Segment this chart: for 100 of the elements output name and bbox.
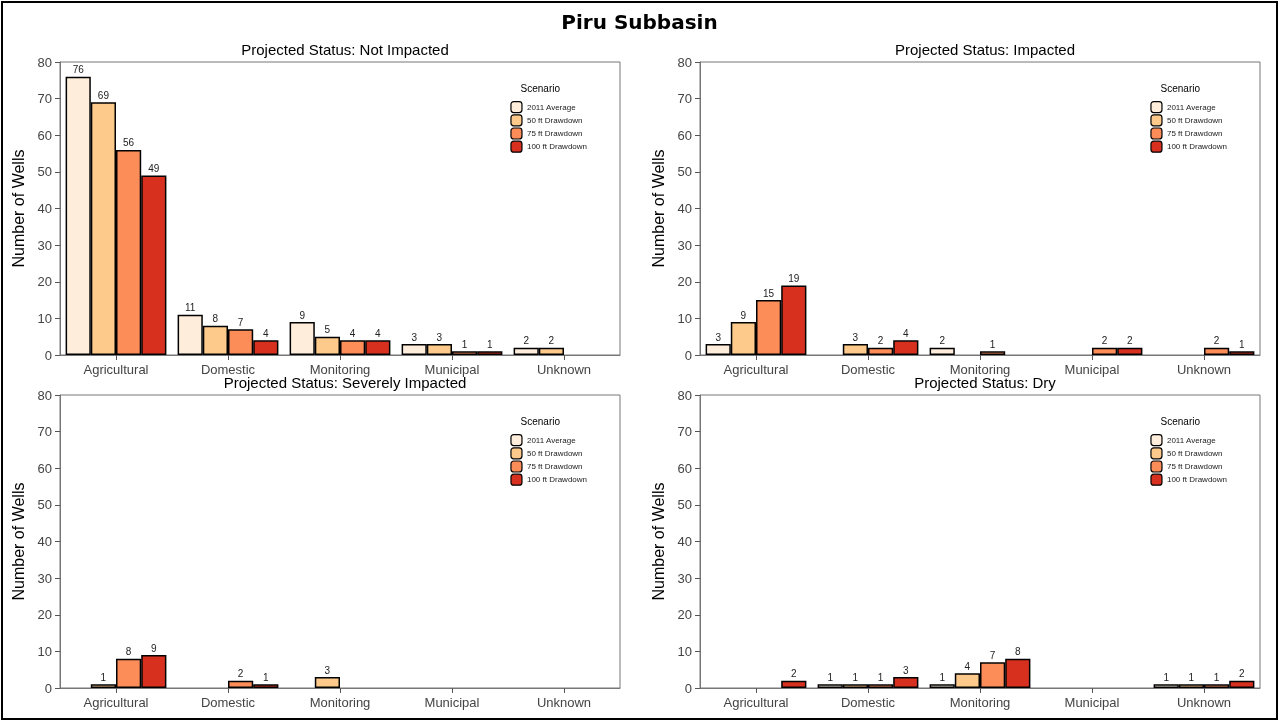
y-tick-label: 80 xyxy=(677,54,692,70)
data-label: 1 xyxy=(989,338,996,350)
data-label: 1 xyxy=(100,671,107,683)
data-label: 9 xyxy=(740,309,747,321)
x-tick-label: Monitoring xyxy=(309,362,371,377)
y-tick-label: 20 xyxy=(37,607,52,623)
data-label: 9 xyxy=(151,642,158,654)
data-label: 4 xyxy=(375,327,382,339)
data-label: 2 xyxy=(523,335,530,347)
data-label: 2 xyxy=(1127,335,1134,347)
y-axis-title: Number of Wells xyxy=(650,149,668,268)
x-tick-label: Domestic xyxy=(200,362,256,377)
data-label: 49 xyxy=(148,163,160,175)
data-label: 19 xyxy=(788,272,800,284)
data-label: 7 xyxy=(237,316,244,328)
data-label: 1 xyxy=(939,671,946,683)
y-tick-label: 10 xyxy=(37,310,52,326)
data-label: 2 xyxy=(1101,335,1108,347)
data-label: 1 xyxy=(827,671,834,683)
data-label: 1 xyxy=(263,671,270,683)
data-label: 9 xyxy=(299,309,306,321)
y-tick-label: 10 xyxy=(37,643,52,659)
legend-label: 100 ft Drawdown xyxy=(526,142,587,152)
x-tick-label: Agricultural xyxy=(83,362,149,377)
legend-title: Scenario xyxy=(520,415,561,427)
legend-title: Scenario xyxy=(520,82,561,94)
legend-title: Scenario xyxy=(1160,82,1201,94)
x-tick-label: Municipal xyxy=(1064,362,1120,377)
y-tick-label: 50 xyxy=(37,497,52,513)
y-tick-label: 70 xyxy=(677,424,692,440)
data-label: 8 xyxy=(125,646,132,658)
data-label: 3 xyxy=(436,331,443,343)
y-tick-label: 30 xyxy=(677,570,692,586)
data-label: 2 xyxy=(237,668,244,680)
data-label: 4 xyxy=(349,327,356,339)
data-label: 2 xyxy=(877,335,884,347)
data-label: 5 xyxy=(324,324,331,336)
data-label: 15 xyxy=(763,287,775,299)
x-tick-label: Unknown xyxy=(536,362,592,377)
x-tick-label: Agricultural xyxy=(723,362,789,377)
x-tick-label: Agricultural xyxy=(723,695,789,710)
data-label: 56 xyxy=(123,137,135,149)
y-tick-label: 60 xyxy=(37,460,52,476)
x-tick-label: Municipal xyxy=(424,362,480,377)
y-tick-label: 20 xyxy=(37,274,52,290)
y-tick-label: 50 xyxy=(677,497,692,513)
legend-label: 2011 Average xyxy=(1166,435,1217,445)
text: Piru Subbasin xyxy=(560,10,719,34)
legend-label: 100 ft Drawdown xyxy=(526,475,587,485)
legend-label: 50 ft Drawdown xyxy=(526,115,583,125)
data-label: 2 xyxy=(1239,668,1246,680)
data-label: 4 xyxy=(903,327,910,339)
bar xyxy=(781,680,807,688)
x-tick-label: Domestic xyxy=(840,362,896,377)
y-tick-label: 50 xyxy=(677,164,692,180)
data-label: 3 xyxy=(411,331,418,343)
data-label: 76 xyxy=(72,64,85,76)
data-label: 3 xyxy=(903,664,910,676)
chart-title: Projected Status: Impacted xyxy=(894,41,1076,58)
bar xyxy=(980,351,1006,355)
data-label: 2 xyxy=(791,668,798,680)
y-tick-label: 20 xyxy=(677,607,692,623)
x-tick-label: Unknown xyxy=(536,695,592,710)
y-tick-label: 30 xyxy=(37,237,52,253)
data-label: 4 xyxy=(263,327,270,339)
data-label: 1 xyxy=(1188,671,1195,683)
y-tick-label: 0 xyxy=(684,347,692,363)
x-tick-label: Municipal xyxy=(424,695,480,710)
y-axis-title: Number of Wells xyxy=(10,482,28,601)
data-label: 2 xyxy=(548,335,555,347)
y-tick-label: 80 xyxy=(37,387,52,403)
data-label: 1 xyxy=(877,671,884,683)
x-tick-label: Agricultural xyxy=(83,695,149,710)
y-tick-label: 60 xyxy=(677,127,692,143)
y-tick-label: 0 xyxy=(684,680,692,696)
y-tick-label: 40 xyxy=(37,201,52,216)
data-label: 8 xyxy=(212,313,219,325)
y-axis-title: Number of Wells xyxy=(650,482,668,601)
y-tick-label: 80 xyxy=(37,54,52,70)
x-tick-label: Domestic xyxy=(200,695,256,710)
x-tick-label: Monitoring xyxy=(949,695,1011,710)
legend-label: 50 ft Drawdown xyxy=(526,448,583,458)
y-tick-label: 0 xyxy=(44,680,52,696)
x-tick-label: Unknown xyxy=(1176,362,1232,377)
y-tick-label: 30 xyxy=(37,570,52,586)
legend-label: 100 ft Drawdown xyxy=(1166,142,1227,152)
y-tick-label: 40 xyxy=(677,534,692,549)
data-label: 8 xyxy=(1015,646,1022,658)
y-tick-label: 20 xyxy=(677,274,692,290)
legend-label: 50 ft Drawdown xyxy=(1166,115,1223,125)
x-tick-label: Unknown xyxy=(1176,695,1232,710)
bar xyxy=(929,347,955,355)
data-label: 1 xyxy=(1239,338,1246,350)
x-tick-label: Municipal xyxy=(1064,695,1120,710)
y-tick-label: 60 xyxy=(37,127,52,143)
data-label: 2 xyxy=(939,335,946,347)
data-label: 1 xyxy=(461,338,468,350)
legend-label: 50 ft Drawdown xyxy=(1166,448,1223,458)
data-label: 1 xyxy=(487,338,494,350)
y-tick-label: 70 xyxy=(37,424,52,440)
